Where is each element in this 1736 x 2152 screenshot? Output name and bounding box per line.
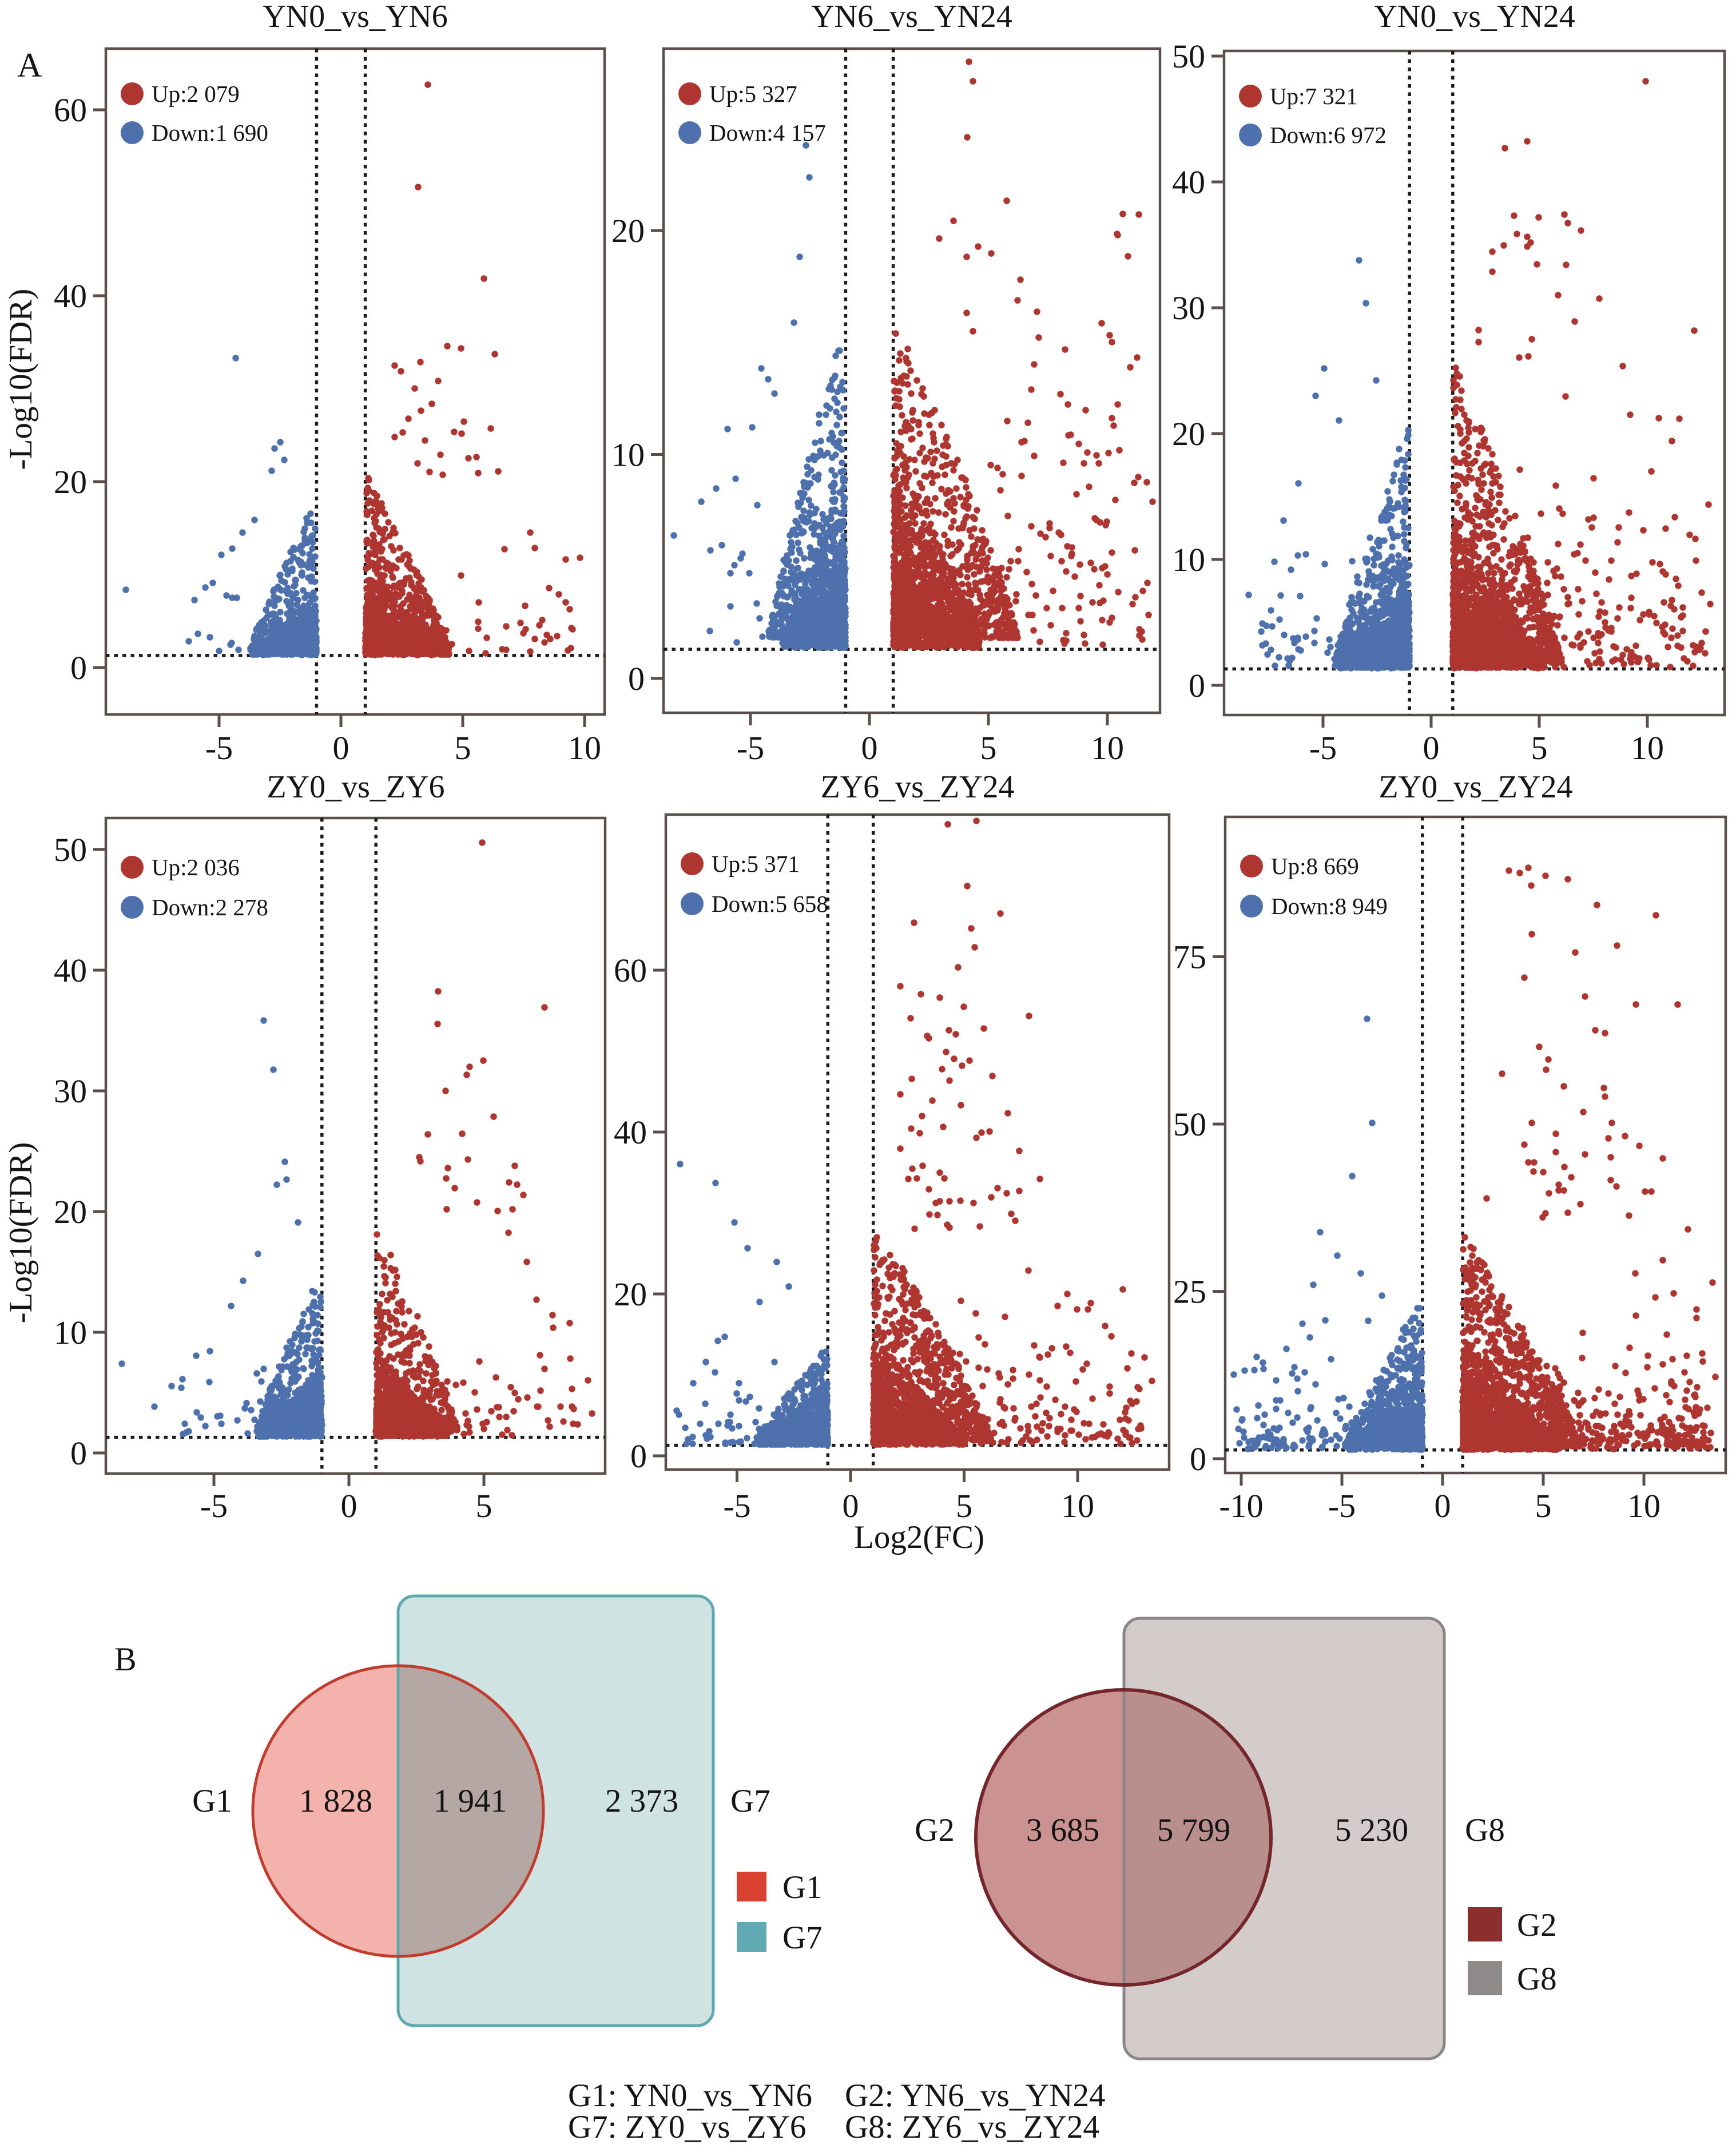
svg-text:Down:1 690: Down:1 690 xyxy=(152,120,268,146)
svg-text:-5: -5 xyxy=(205,729,233,767)
svg-text:G7: ZY0_vs_ZY6: G7: ZY0_vs_ZY6 xyxy=(568,2109,806,2145)
svg-text:YN6_vs_YN24: YN6_vs_YN24 xyxy=(811,0,1012,34)
svg-text:-5: -5 xyxy=(1328,1487,1356,1524)
svg-text:20: 20 xyxy=(54,463,87,501)
svg-text:0: 0 xyxy=(1423,729,1440,767)
svg-text:Up:5 327: Up:5 327 xyxy=(709,81,797,107)
svg-text:50: 50 xyxy=(1173,1106,1206,1143)
svg-text:0: 0 xyxy=(341,1487,357,1524)
svg-text:60: 60 xyxy=(54,92,87,129)
svg-text:Down:5 658: Down:5 658 xyxy=(712,891,828,917)
svg-text:0: 0 xyxy=(1189,667,1205,704)
svg-text:0: 0 xyxy=(70,649,87,686)
svg-text:40: 40 xyxy=(614,1114,647,1151)
svg-text:G8: G8 xyxy=(1465,1812,1505,1848)
svg-text:10: 10 xyxy=(1061,1487,1094,1524)
svg-text:1 828: 1 828 xyxy=(299,1783,372,1819)
svg-text:1 941: 1 941 xyxy=(434,1783,507,1819)
svg-text:5: 5 xyxy=(980,729,997,767)
svg-text:10: 10 xyxy=(54,1314,87,1351)
svg-text:Down:4 157: Down:4 157 xyxy=(709,120,826,146)
svg-text:-Log10(FDR): -Log10(FDR) xyxy=(3,289,39,470)
svg-text:10: 10 xyxy=(1091,729,1124,767)
svg-text:G8: G8 xyxy=(1517,1961,1557,1997)
svg-text:G2: G2 xyxy=(1517,1907,1557,1943)
svg-text:G8: ZY6_vs_ZY24: G8: ZY6_vs_ZY24 xyxy=(845,2109,1099,2145)
svg-text:10: 10 xyxy=(1627,1487,1660,1524)
svg-text:-5: -5 xyxy=(1309,729,1337,767)
svg-text:20: 20 xyxy=(614,1276,647,1313)
svg-text:5: 5 xyxy=(455,729,471,767)
svg-text:B: B xyxy=(114,1641,137,1678)
svg-text:YN0_vs_YN6: YN0_vs_YN6 xyxy=(263,0,448,34)
svg-text:ZY0_vs_ZY24: ZY0_vs_ZY24 xyxy=(1379,769,1572,805)
svg-text:5: 5 xyxy=(956,1487,972,1524)
svg-text:Down:8 949: Down:8 949 xyxy=(1271,893,1388,919)
svg-text:30: 30 xyxy=(54,1073,87,1110)
svg-text:0: 0 xyxy=(1435,1487,1451,1524)
svg-text:40: 40 xyxy=(54,277,87,315)
svg-text:5 230: 5 230 xyxy=(1335,1812,1408,1848)
svg-text:-5: -5 xyxy=(737,729,764,767)
svg-text:ZY6_vs_ZY24: ZY6_vs_ZY24 xyxy=(820,769,1014,805)
svg-text:G1: G1 xyxy=(192,1783,232,1819)
svg-text:0: 0 xyxy=(1190,1440,1206,1478)
svg-text:ZY0_vs_ZY6: ZY0_vs_ZY6 xyxy=(267,769,444,805)
svg-text:5: 5 xyxy=(1531,729,1548,767)
svg-text:G1: G1 xyxy=(782,1869,823,1905)
svg-text:3 685: 3 685 xyxy=(1026,1812,1099,1848)
svg-text:Up:5 371: Up:5 371 xyxy=(712,851,800,877)
svg-text:G2: YN6_vs_YN24: G2: YN6_vs_YN24 xyxy=(845,2078,1105,2114)
svg-text:G2: G2 xyxy=(915,1812,955,1848)
svg-text:25: 25 xyxy=(1173,1273,1206,1311)
svg-text:30: 30 xyxy=(1172,289,1205,327)
svg-text:10: 10 xyxy=(1172,541,1205,578)
svg-text:10: 10 xyxy=(611,436,645,474)
svg-text:0: 0 xyxy=(333,729,349,767)
svg-text:0: 0 xyxy=(843,1487,859,1524)
svg-text:Down:6 972: Down:6 972 xyxy=(1270,122,1387,148)
svg-text:-Log10(FDR): -Log10(FDR) xyxy=(3,1142,39,1324)
svg-text:Up:8 669: Up:8 669 xyxy=(1271,853,1359,879)
svg-text:Down:2 278: Down:2 278 xyxy=(152,894,268,920)
svg-text:-5: -5 xyxy=(200,1487,228,1524)
svg-text:G7: G7 xyxy=(730,1783,770,1819)
svg-text:50: 50 xyxy=(1172,38,1205,75)
svg-text:-10: -10 xyxy=(1219,1487,1263,1524)
svg-text:20: 20 xyxy=(54,1193,87,1230)
svg-text:A: A xyxy=(17,46,42,84)
svg-text:-5: -5 xyxy=(723,1487,750,1524)
svg-text:0: 0 xyxy=(628,660,645,697)
svg-text:0: 0 xyxy=(630,1438,647,1475)
svg-text:40: 40 xyxy=(1172,164,1205,201)
svg-text:G1: YN0_vs_YN6: G1: YN0_vs_YN6 xyxy=(568,2078,812,2114)
svg-text:10: 10 xyxy=(1631,729,1664,767)
svg-text:0: 0 xyxy=(70,1435,87,1472)
svg-text:5: 5 xyxy=(1535,1487,1552,1524)
svg-text:G7: G7 xyxy=(782,1920,823,1956)
svg-text:Up:2 079: Up:2 079 xyxy=(152,81,240,107)
svg-text:Up:7 321: Up:7 321 xyxy=(1270,83,1358,109)
svg-text:Up:2 036: Up:2 036 xyxy=(152,854,240,880)
svg-text:5 799: 5 799 xyxy=(1157,1812,1230,1848)
svg-text:2 373: 2 373 xyxy=(605,1783,678,1819)
svg-text:50: 50 xyxy=(54,831,87,868)
svg-text:10: 10 xyxy=(568,729,601,767)
svg-text:Log2(FC): Log2(FC) xyxy=(854,1519,984,1555)
svg-text:20: 20 xyxy=(611,212,645,249)
svg-text:YN0_vs_YN24: YN0_vs_YN24 xyxy=(1374,0,1575,34)
svg-text:5: 5 xyxy=(476,1487,492,1524)
svg-text:60: 60 xyxy=(614,952,647,989)
svg-text:20: 20 xyxy=(1172,415,1205,452)
svg-text:0: 0 xyxy=(861,729,878,767)
svg-text:40: 40 xyxy=(54,952,87,989)
svg-text:75: 75 xyxy=(1173,939,1206,976)
